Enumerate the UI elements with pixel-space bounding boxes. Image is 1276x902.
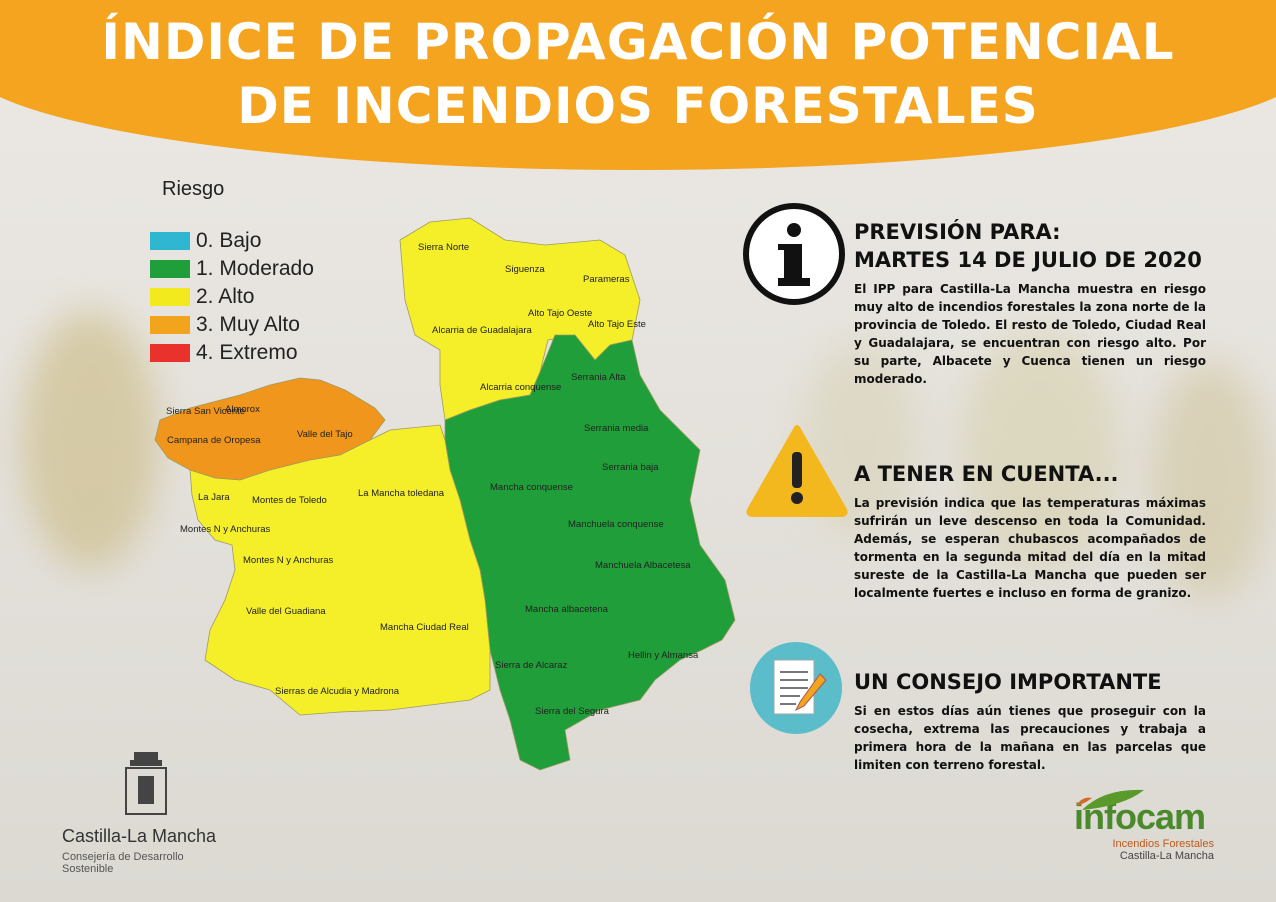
forecast-heading-2: MARTES 14 DE JULIO DE 2020 [854,248,1202,272]
map-region-label: Alcarria de Guadalajara [432,325,533,336]
legend-swatch [150,344,190,362]
map-region-label: Mancha conquense [490,482,573,493]
map-region-label: Valle del Tajo [297,429,353,440]
map-region-label: Alto Tajo Oeste [528,308,592,319]
legend-item: 0. Bajo [150,227,314,255]
legend-label: 3. Muy Alto [196,313,300,336]
legend-label: 4. Extremo [196,341,298,364]
map-region-label: Alto Tajo Este [588,319,646,330]
map-region-label: Montes de Toledo [252,495,327,506]
map-region-label: Manchuela conquense [568,519,664,530]
castle-crest-icon [125,752,167,815]
warning-text: La previsión indica que las temperaturas… [854,496,1206,600]
warning-icon [746,425,848,517]
legend-label: 0. Bajo [196,229,262,252]
forecast-text: El IPP para Castilla-La Mancha muestra e… [854,282,1206,386]
infocam-subtitle-1: Incendios Forestales [1112,838,1215,850]
infocam-subtitle-2: Castilla-La Mancha [1119,850,1214,862]
legend-label: 2. Alto [196,285,255,308]
map-region-label: Serrania media [584,423,649,434]
advice-block: UN CONSEJO IMPORTANTE Si en estos días a… [854,668,1206,774]
legend-swatch [150,260,190,278]
clm-name: Castilla-La Mancha [62,826,217,846]
map-region-label: Sierra San Vicente [166,406,245,417]
clm-subtitle: Consejería de Desarrollo Sostenible [62,851,184,875]
map-region-label: Parameras [583,274,630,285]
map-region-label: Alcarria conquense [480,382,561,393]
forecast-block: PREVISIÓN PARA: MARTES 14 DE JULIO DE 20… [854,218,1206,388]
legend-swatch [150,232,190,250]
map-region-label: Sierras de Alcudia y Madrona [275,686,400,697]
legend-title: Riesgo [162,178,225,200]
warning-block: A TENER EN CUENTA... La previsión indica… [854,460,1206,602]
map-region-label: Sierra Norte [418,242,469,253]
background-figure [1150,360,1270,600]
background-figure [20,310,160,570]
advice-heading: UN CONSEJO IMPORTANTE [854,670,1162,694]
forecast-heading-1: PREVISIÓN PARA: [854,220,1061,244]
map-region-label: La Jara [198,492,230,503]
map-region-label: Mancha albacetena [525,604,609,615]
map-region-label: Campana de Oropesa [167,435,261,446]
legend-item: 2. Alto [150,283,314,311]
page-title: ÍNDICE DE PROPAGACIÓN POTENCIAL DE INCEN… [0,10,1276,138]
title-line-1: ÍNDICE DE PROPAGACIÓN POTENCIAL [101,13,1175,71]
map-region-label: Sierra de Alcaraz [495,660,568,671]
map-region-label: Hellin y Almansa [628,650,699,661]
map-region-label: Mancha Ciudad Real [380,622,469,633]
legend-swatch [150,316,190,334]
map-region-label: Serrania Alta [571,372,626,383]
legend-label: 1. Moderado [196,257,314,280]
map-legend: Riesgo 0. Bajo 1. Moderado 2. Alto 3. Muy A… [150,178,314,367]
map-region-label: Montes N y Anchuras [180,524,271,535]
map-region [189,424,491,716]
map-region-label: La Mancha toledana [358,488,445,499]
legend-item: 1. Moderado [150,255,314,283]
castilla-la-mancha-logo: Castilla-La Mancha Consejería de Desarro… [62,752,232,875]
infocam-logo: infocam Incendios Forestales Castilla-La… [1074,786,1224,862]
map-region-label: Siguenza [505,264,545,275]
map-region-label: Sierra del Segura [535,706,610,717]
title-line-2: DE INCENDIOS FORESTALES [237,77,1039,135]
map-region-label: Manchuela Albacetesa [595,560,691,571]
advice-text: Si en estos días aún tienes que prosegui… [854,704,1206,772]
legend-item: 3. Muy Alto [150,311,314,339]
leaf-logo-icon [1076,789,1144,810]
map-region-label: Almorox [225,404,260,415]
map-region-label: Montes N y Anchuras [243,555,334,566]
warning-heading: A TENER EN CUENTA... [854,462,1119,486]
info-icon [743,203,845,305]
legend-swatch [150,288,190,306]
map-region-label: Serrania baja [602,462,659,473]
background-figure [960,330,1120,570]
document-pencil-icon [750,642,842,734]
legend-item: 4. Extremo [150,339,314,367]
header-banner [0,0,1276,170]
map-region-label: Valle del Guadiana [246,606,326,617]
